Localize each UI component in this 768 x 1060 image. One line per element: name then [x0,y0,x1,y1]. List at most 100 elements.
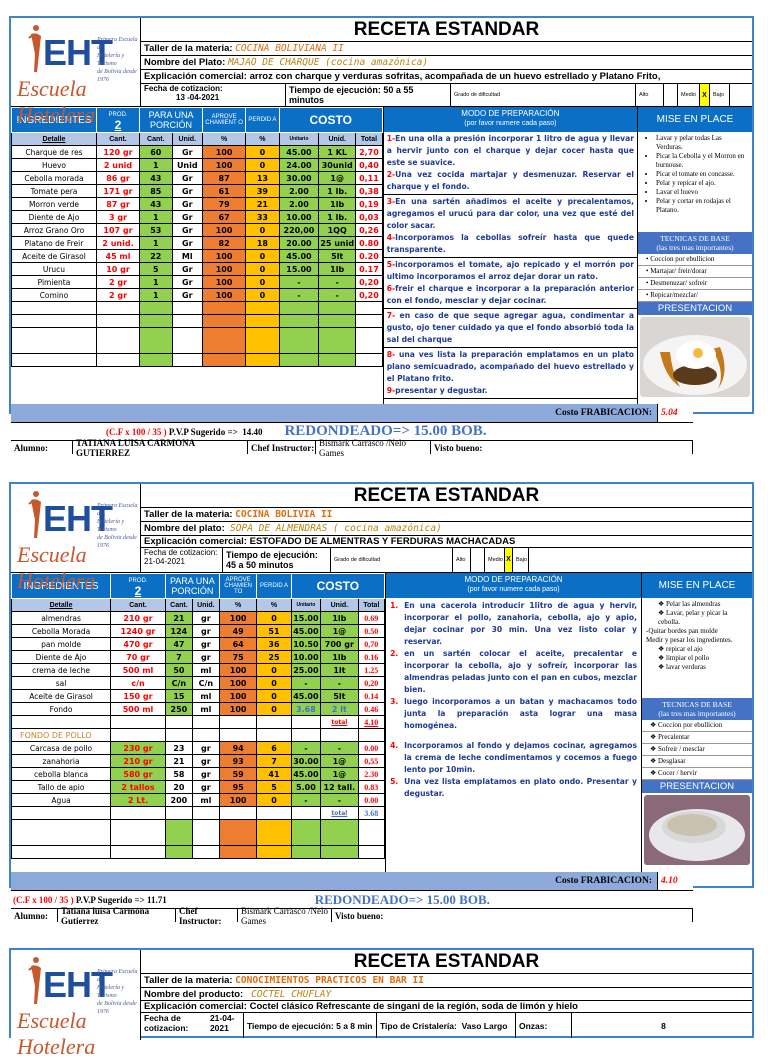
mise-item: ❖ Lavar, pelar y picar la cebolla. [658,609,728,626]
ingredient-row: Diente de Ajo 3 gr 1 Gr 67 33 10.00 1 lb. 0,03 [11,210,383,224]
mise-item: ❖ limpiar el pollo [658,654,710,662]
step: 4-Incorporamos la cebollas sofreír hasta… [386,233,634,254]
tecnicas-list: ❖ Coccion por ebullicion ❖ Precalentar ❖ S… [642,720,752,780]
mise-item: Picar el tomate en concasse. [656,170,748,179]
ingredient-row: sal c/n C/n C/n 100 0- -0,20 [10,676,386,690]
step: 3. luego incorporamos a un batan y machac… [390,697,637,730]
difficulty-selected: X [700,84,710,106]
taller-row: Taller de la materia: CONOCIMIENTOS PRAC… [141,974,752,988]
fecha-tiempo-row: Fecha de cotizacion: 21-04-2021 Tiempo de… [141,547,752,573]
bullet-icon: • [646,255,651,263]
school-tagline: Primera Escuela de Hotelería y Turismo de … [97,37,138,83]
mise-item: Pelar y repicar el ajo. [656,179,748,188]
taller-row: Taller de la materia: COCINA BOLIVIA II [141,508,752,522]
step: 7- en caso de que seque agregar agua, co… [386,311,634,344]
ingredient-row: crema de leche 500 ml 50 ml 100 0 25.00 1lt 1.25 [10,663,386,677]
costo-fabricacion-row: Costo FRABICACION: 4.10 [11,872,693,890]
ingredient-row: Fondo 500 ml 250 ml 100 0 3.68 2 lt 0.46 [10,702,386,716]
ingredient-row: Tomate pera 171 gr 85 Gr 61 39 2.00 1 lb. 0,38 [11,184,383,198]
bullet-icon: • [646,291,651,299]
tecnica-item: ❖ Coccion por ebullicion [642,720,752,732]
diamond-bullet-icon: ❖ [658,600,667,608]
dish-photo [644,795,750,865]
bullet-icon: ❖ [650,769,659,777]
bullet-icon: ❖ [650,733,659,741]
step: 5-incorporamos el tomate, ajo repicado y… [386,260,634,281]
costo-fabricacion-row: Costo FRABICACION: 5.04 [11,404,693,422]
bullet-icon: ❖ [650,757,659,765]
tecnicas-list: • Coccion por ebullicion • Martajar/ frei… [638,254,752,302]
mise-item: ❖ Pelar las almendras [658,600,721,608]
ingredient-row: Charque de res 120 gr 60 Gr 100 0 45.00 1 KL 2,7… [11,145,383,159]
school-logo: EHT Primera Escuela de Hotelería y Turism… [11,950,141,1059]
ingredient-row: Cebolla Morada 1240 gr 124 gr 49 51 45.00 1@ 0.5… [10,624,386,638]
tecnica-item: ❖ Precalentar [642,732,752,744]
ingredient-row: Pimienta 2 gr 1 Gr 100 0- -0,20 [11,275,383,289]
chef-figure-icon [28,957,41,1004]
mise-item: ❖ lavar verduras [658,663,706,671]
ingredient-row: Aceite de Girasol 45 ml 22 Ml 100 0 45.00 5lt 0.… [11,249,383,263]
ingredient-row: cebolla blanca 580 gr 58 gr 59 41 45.00 1@ 2.30 [10,767,386,781]
footer-row: Alumno: TATIANA LUISA CARMONA GUTIERREZ … [11,438,693,458]
page-title: RECETA ESTANDAR [141,484,752,508]
mise-item: Lavar el huevo [656,188,748,197]
mise-item: Picar la Cebolla y el Morron en burnouse… [656,152,748,170]
preparation-steps: 1-En una olla a presión incorporar 1 lit… [383,132,637,399]
mise-item: ❖ repicar el ajo [658,645,703,653]
tecnicas-header: TECNICAS DE BASE (las tres mas importante… [642,698,752,720]
school-tagline: Primera Escuela de Hotelería y Turismo de … [97,503,138,549]
chef-figure-icon [28,25,41,72]
step: 4. Incorporamos al fondo y dejamos cocin… [390,741,637,774]
step: 9-presentar y degustar. [386,386,488,395]
step: 1-En una olla a presión incorporar 1 lit… [386,134,634,167]
tecnica-item: • Martajar/ freir/dorar [638,266,752,278]
producto-row: Nombre del producto: COCTEL CHUFLAY [141,988,752,1001]
ingredient-row: Arroz Grano Oro 107 gr 53 Gr 100 0 220,00 1QQ 0,… [11,223,383,237]
explicacion-row: Explicación comercial: Coctel clásico Re… [141,1001,752,1013]
ingredient-row: Platano de Freir 2 unid. 1 Gr 82 18 20.00 25 un… [11,236,383,250]
diamond-bullet-icon: ❖ [658,645,667,653]
ingredients-table-2: INGREDIENTES PROD. 2 PARA UNA PORCIÓN APROVE… [10,573,386,859]
step: 6-freir el charque e incorporar a la pre… [386,284,634,305]
step: 1. En una cacerola introducir 1litro de a… [390,601,637,646]
ingredient-row: Tallo de apio 2 tallos 20 gr 95 5 5.00 12 tall.… [10,780,386,794]
plato-row: Nombre del Plato: MAJAO DE CHARQUE (coci… [141,56,752,70]
tecnica-item: • Coccion por ebullicion [638,254,752,266]
mise-item: Lavar y pelar todas Las Verduras. [656,134,748,152]
page-title: RECETA ESTANDAR [141,950,752,974]
pvp-row: (C.F x 100 / 35 ) P.V.P Sugerido => 11.7… [11,890,693,908]
mise-en-place-list: ❖ Pelar las almendras ❖ Lavar, pelar y pi… [642,598,752,698]
ingredient-row: Carcasa de pollo 230 gr 23 gr 94 6- -0.00 [10,741,386,755]
dish-photo [640,317,750,397]
chef-figure-icon [28,491,41,538]
school-tagline: Primera Escuela de Hotelería y Turismo de … [97,969,138,1015]
explicacion-row: Explicación comercial: ESTOFADO DE ALMEN… [141,536,752,548]
ingredient-row: Agua 2 Lt. 200 ml 100 0- -0.00 [10,793,386,807]
step: 2. en un sartén colocar el aceite, precal… [390,649,637,694]
plato-row: Nombre del plato: SOPA DE ALMENDRAS ( co… [141,522,752,536]
bullet-icon: ❖ [650,721,659,729]
tecnica-item: • Repicar/mezclar/ [638,290,752,302]
tecnicas-header: TECNICAS DE BASE (las tres mas importante… [638,232,752,254]
step: 2-Una vez cocida martajar y desmenuzar. … [386,170,634,191]
ingredient-row: Huevo 2 unid 1 Unid 100 0 24.00 30unid 0,40 [11,158,383,172]
tecnica-item: ❖ Sofreir / mesclar [642,744,752,756]
mise-item: Medir y pesar los ingredientes. [646,636,733,644]
tecnica-item: ❖ Desglasar [642,756,752,768]
step: 8- una ves lista la preparación emplatam… [386,350,634,383]
recipe-card-2: EHT Primera Escuela de Hotelería y Turism… [9,482,754,926]
page-title: RECETA ESTANDAR [141,18,752,42]
fecha-tiempo-row: Fecha de cotizacion: 21-04-2021 Tiempo d… [141,1013,752,1038]
diamond-bullet-icon: ❖ [658,609,667,617]
bullet-icon: • [646,279,651,287]
ingredient-row: Urucu 10 gr 5 Gr 100 0 15.00 1lb 0.17 [11,262,383,276]
preparation-steps: 1. En una cacerola introducir 1litro de a… [386,598,641,802]
fecha-tiempo-row: Fecha de cotizacion: 13 -04-2021 Tiempo d… [141,84,752,106]
tecnica-item: • Desmenuzar/ sofreir [638,278,752,290]
school-logo: EHT Primera Escuela de Hotelería y Turism… [11,484,141,593]
bullet-icon: ❖ [650,745,659,753]
mise-item: -Quitar bordes pan molde [646,627,718,635]
ingredient-row: Aceite de Girasol 150 gr 15 ml 100 0 45.00 5lt 0… [10,689,386,703]
ingredient-row: Diente de Ajo 70 gr 7 gr 75 25 10.00 1lb 0.16 [10,650,386,664]
ingredient-row: pan molde 470 gr 47 gr 64 36 10.50 700 gr 0,70 [10,637,386,651]
